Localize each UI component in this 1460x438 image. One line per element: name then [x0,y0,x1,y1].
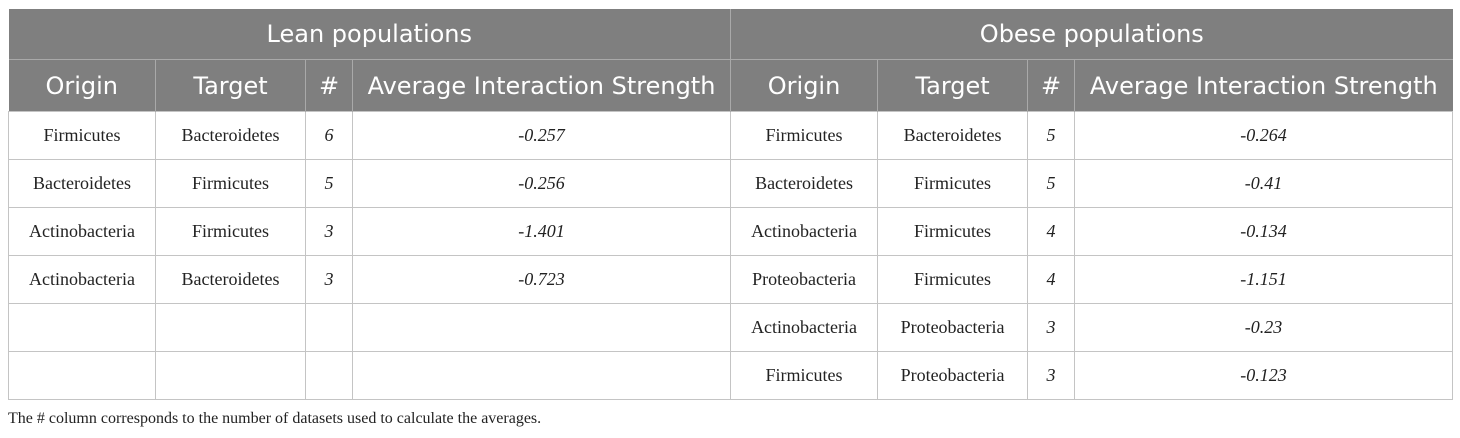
lean-avg-cell [351,303,732,352]
lean-avg-cell: -0.256 [351,159,732,208]
obese-origin-cell: Actinobacteria [730,207,879,256]
lean-avg-cell: -0.723 [351,255,732,304]
obese-count-cell: 3 [1027,303,1076,352]
table-row: Firmicutes Proteobacteria 3 -0.123 [8,351,1454,400]
obese-origin-cell: Proteobacteria [730,255,879,304]
column-header-lean-avg: Average Interaction Strength [352,59,732,112]
lean-target-cell: Bacteroidetes [155,111,306,160]
lean-count-cell: 5 [305,159,353,208]
lean-origin-cell: Actinobacteria [8,255,156,304]
obese-origin-cell: Actinobacteria [730,303,879,352]
obese-avg-cell: -1.151 [1074,255,1454,304]
obese-origin-cell: Bacteroidetes [730,159,879,208]
obese-target-cell: Firmicutes [877,207,1029,256]
obese-count-cell: 5 [1027,159,1076,208]
obese-target-cell: Proteobacteria [877,351,1029,400]
obese-count-cell: 4 [1027,207,1076,256]
lean-origin-cell [8,303,156,352]
lean-target-cell: Firmicutes [155,207,306,256]
obese-origin-cell: Firmicutes [730,351,879,400]
obese-target-cell: Bacteroidetes [877,111,1029,160]
obese-avg-cell: -0.123 [1074,351,1454,400]
lean-avg-cell [351,351,732,400]
lean-target-cell: Bacteroidetes [155,255,306,304]
lean-count-cell: 3 [305,207,353,256]
column-header-lean-target: Target [155,59,306,112]
obese-avg-cell: -0.134 [1074,207,1454,256]
lean-target-cell [155,351,306,400]
column-header-obese-origin: Origin [730,59,879,112]
table-row: Actinobacteria Bacteroidetes 3 -0.723 Pr… [8,255,1454,304]
group-header-lean: Lean populations [8,9,732,60]
table-row: Firmicutes Bacteroidetes 6 -0.257 Firmic… [8,111,1454,160]
column-header-lean-origin: Origin [8,59,156,112]
group-header-row: Lean populations Obese populations [8,9,1453,60]
lean-count-cell [305,303,353,352]
obese-count-cell: 3 [1027,351,1076,400]
lean-count-cell [305,351,353,400]
lean-avg-cell: -0.257 [351,111,732,160]
table-footnote: The # column corresponds to the number o… [8,410,542,427]
column-header-obese-avg: Average Interaction Strength [1074,59,1453,112]
obese-avg-cell: -0.23 [1074,303,1454,352]
lean-avg-cell: -1.401 [351,207,732,256]
group-header-obese: Obese populations [730,9,1453,60]
lean-count-cell: 3 [305,255,353,304]
table-row: Actinobacteria Proteobacteria 3 -0.23 [8,303,1454,352]
obese-target-cell: Firmicutes [877,159,1029,208]
obese-target-cell: Proteobacteria [877,303,1029,352]
lean-count-cell: 6 [305,111,353,160]
table-header: Lean populations Obese populations Origi… [8,9,1453,112]
lean-origin-cell: Firmicutes [8,111,156,160]
obese-count-cell: 5 [1027,111,1076,160]
obese-count-cell: 4 [1027,255,1076,304]
obese-avg-cell: -0.41 [1074,159,1454,208]
obese-avg-cell: -0.264 [1074,111,1454,160]
column-header-row: Origin Target # Average Interaction Stre… [8,59,1453,112]
lean-origin-cell: Actinobacteria [8,207,156,256]
obese-target-cell: Firmicutes [877,255,1029,304]
table-body: Firmicutes Bacteroidetes 6 -0.257 Firmic… [8,111,1454,400]
lean-target-cell: Firmicutes [155,159,306,208]
lean-target-cell [155,303,306,352]
lean-origin-cell: Bacteroidetes [8,159,156,208]
table-container: Lean populations Obese populations Origi… [8,9,1454,400]
column-header-lean-count: # [305,59,353,112]
interaction-table: Lean populations Obese populations Origi… [8,9,1454,400]
table-row: Actinobacteria Firmicutes 3 -1.401 Actin… [8,207,1454,256]
column-header-obese-count: # [1027,59,1076,112]
obese-origin-cell: Firmicutes [730,111,879,160]
column-header-obese-target: Target [877,59,1029,112]
lean-origin-cell [8,351,156,400]
table-row: Bacteroidetes Firmicutes 5 -0.256 Bacter… [8,159,1454,208]
